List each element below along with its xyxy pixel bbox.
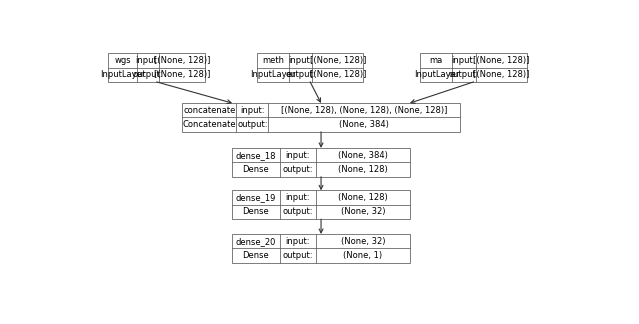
Text: Dense: Dense — [243, 165, 270, 174]
Text: output:: output: — [282, 207, 313, 216]
Text: [(None, 128)]: [(None, 128)] — [153, 70, 210, 79]
Text: [(None, 128)]: [(None, 128)] — [310, 56, 366, 65]
Text: (None, 1): (None, 1) — [343, 251, 383, 260]
Text: (None, 32): (None, 32) — [341, 207, 385, 216]
Text: wgs: wgs — [114, 56, 131, 65]
Text: (None, 384): (None, 384) — [339, 120, 389, 129]
FancyBboxPatch shape — [420, 53, 527, 82]
Text: Dense: Dense — [243, 207, 270, 216]
Text: input:: input: — [286, 151, 310, 160]
Text: InputLayer: InputLayer — [250, 70, 296, 79]
Text: (None, 128): (None, 128) — [338, 165, 388, 174]
Text: InputLayer: InputLayer — [100, 70, 146, 79]
Text: input:: input: — [286, 193, 310, 202]
Text: Dense: Dense — [243, 251, 270, 260]
Text: output:: output: — [133, 70, 163, 79]
Text: (None, 384): (None, 384) — [338, 151, 388, 160]
Text: ma: ma — [429, 56, 443, 65]
Text: [(None, 128)]: [(None, 128)] — [310, 70, 366, 79]
Text: meth: meth — [262, 56, 284, 65]
Text: dense_19: dense_19 — [236, 193, 276, 202]
Text: (None, 32): (None, 32) — [341, 237, 385, 246]
FancyBboxPatch shape — [232, 148, 410, 177]
Text: concatenate: concatenate — [183, 106, 236, 115]
Text: [(None, 128)]: [(None, 128)] — [473, 70, 530, 79]
Text: [(None, 128), (None, 128), (None, 128)]: [(None, 128), (None, 128), (None, 128)] — [281, 106, 447, 115]
Text: output:: output: — [237, 120, 268, 129]
Text: output:: output: — [282, 251, 313, 260]
FancyBboxPatch shape — [232, 191, 410, 219]
Text: Concatenate: Concatenate — [183, 120, 236, 129]
Text: input:: input: — [286, 237, 310, 246]
Text: InputLayer: InputLayer — [413, 70, 459, 79]
Text: output:: output: — [282, 165, 313, 174]
Text: dense_20: dense_20 — [236, 237, 276, 246]
FancyBboxPatch shape — [257, 53, 364, 82]
Text: [(None, 128)]: [(None, 128)] — [153, 56, 210, 65]
Text: output:: output: — [449, 70, 479, 79]
Text: (None, 128): (None, 128) — [338, 193, 388, 202]
Text: input:: input: — [135, 56, 160, 65]
Text: input:: input: — [452, 56, 476, 65]
Text: output:: output: — [286, 70, 316, 79]
FancyBboxPatch shape — [182, 103, 459, 132]
FancyBboxPatch shape — [109, 53, 205, 82]
Text: input:: input: — [288, 56, 313, 65]
Text: [(None, 128)]: [(None, 128)] — [473, 56, 530, 65]
Text: input:: input: — [240, 106, 265, 115]
FancyBboxPatch shape — [232, 234, 410, 263]
Text: dense_18: dense_18 — [236, 151, 276, 160]
